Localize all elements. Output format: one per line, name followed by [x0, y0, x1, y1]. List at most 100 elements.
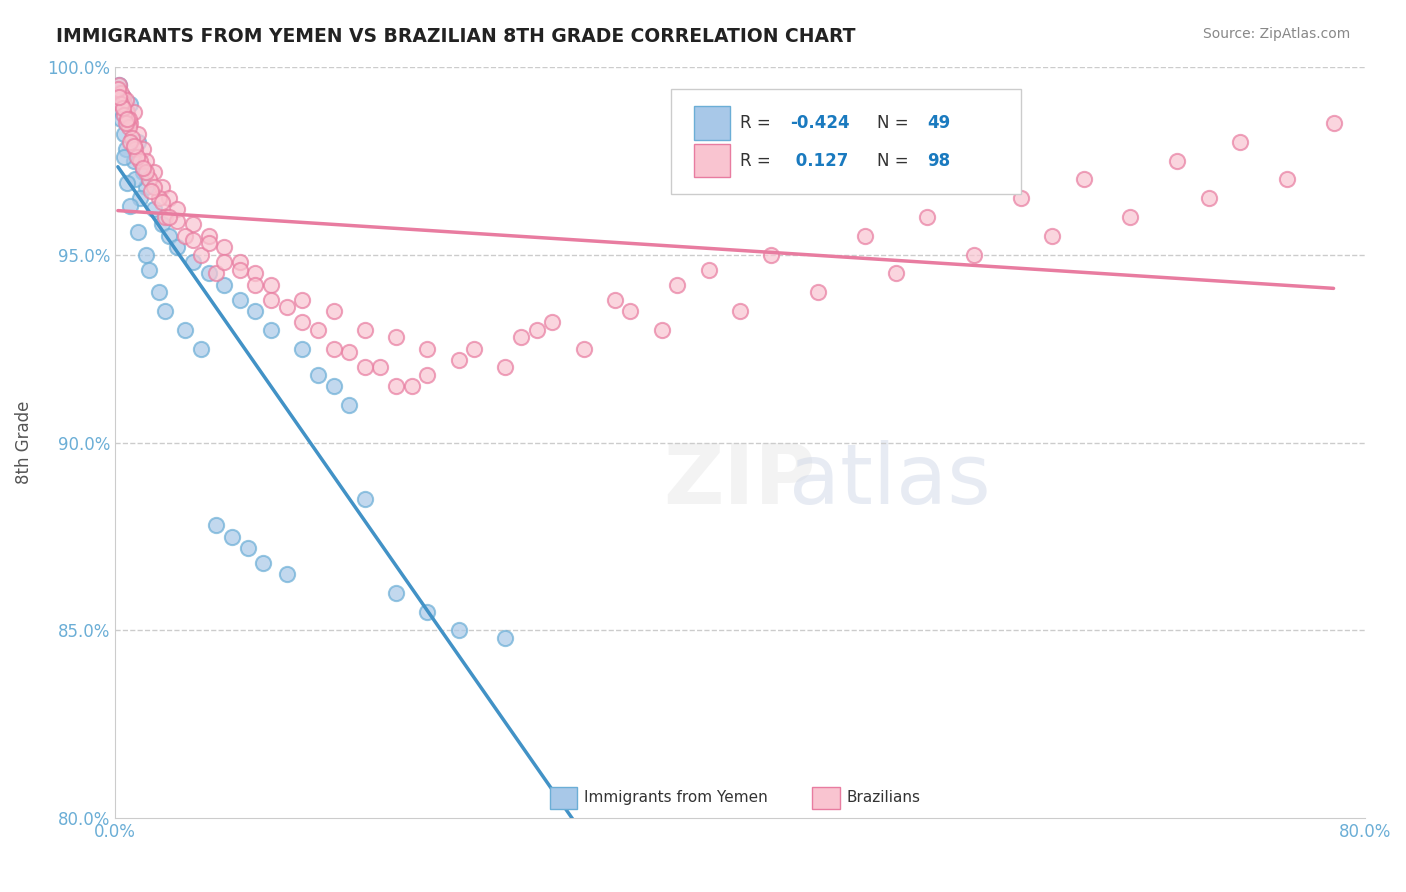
Point — [322, 342, 344, 356]
Point — [135, 247, 157, 261]
Point — [759, 247, 782, 261]
Text: R =: R = — [740, 114, 776, 132]
Point — [1166, 153, 1188, 168]
FancyBboxPatch shape — [671, 89, 1021, 194]
Text: N =: N = — [877, 114, 914, 132]
Point — [1229, 135, 1251, 149]
Y-axis label: 8th Grade: 8th Grade — [15, 401, 32, 484]
Point — [112, 128, 135, 142]
Point — [135, 165, 157, 179]
Point — [138, 172, 160, 186]
Point — [108, 78, 131, 93]
Point — [447, 352, 470, 367]
Point — [1073, 172, 1095, 186]
Point — [122, 104, 145, 119]
Point — [370, 360, 392, 375]
Point — [120, 97, 142, 112]
Text: 98: 98 — [928, 152, 950, 169]
Point — [190, 342, 212, 356]
Point — [150, 218, 173, 232]
Point — [385, 379, 408, 393]
Point — [197, 236, 219, 251]
Point — [139, 184, 162, 198]
Point — [132, 142, 155, 156]
Point — [114, 116, 136, 130]
Point — [307, 368, 329, 382]
Point — [128, 191, 150, 205]
Point — [181, 233, 204, 247]
Point — [110, 97, 132, 112]
Point — [541, 315, 564, 329]
Point — [572, 342, 595, 356]
Point — [1119, 210, 1142, 224]
Point — [884, 266, 907, 280]
Point — [114, 142, 136, 156]
Point — [205, 266, 228, 280]
Point — [181, 218, 204, 232]
Point — [127, 225, 149, 239]
Text: ZIP: ZIP — [664, 440, 815, 521]
Point — [221, 529, 243, 543]
FancyBboxPatch shape — [550, 787, 578, 809]
Point — [148, 191, 170, 205]
Point — [291, 293, 314, 307]
Point — [112, 150, 135, 164]
Point — [494, 360, 516, 375]
Point — [353, 323, 375, 337]
Point — [963, 247, 986, 261]
Point — [135, 153, 157, 168]
FancyBboxPatch shape — [813, 787, 839, 809]
Point — [117, 112, 139, 127]
Point — [651, 323, 673, 337]
Point — [120, 199, 142, 213]
Point — [118, 112, 141, 127]
Point — [132, 165, 155, 179]
Point — [229, 262, 252, 277]
Point — [110, 86, 132, 100]
Point — [110, 104, 132, 119]
Point — [853, 228, 876, 243]
Point — [150, 194, 173, 209]
Point — [153, 210, 176, 224]
Point — [447, 624, 470, 638]
Point — [166, 240, 188, 254]
Point — [127, 128, 149, 142]
Point — [117, 176, 139, 190]
FancyBboxPatch shape — [693, 106, 730, 139]
Point — [463, 342, 485, 356]
Point — [353, 360, 375, 375]
Point — [138, 262, 160, 277]
Point — [385, 586, 408, 600]
Point — [132, 161, 155, 175]
Point — [416, 605, 439, 619]
Point — [181, 255, 204, 269]
Point — [128, 153, 150, 168]
FancyBboxPatch shape — [693, 144, 730, 178]
Point — [337, 345, 360, 359]
Point — [212, 255, 235, 269]
Point — [494, 631, 516, 645]
Point — [107, 86, 129, 100]
Point — [148, 285, 170, 300]
Point — [401, 379, 423, 393]
Point — [159, 228, 181, 243]
Point — [205, 518, 228, 533]
Point — [697, 262, 720, 277]
Point — [619, 304, 641, 318]
Point — [212, 240, 235, 254]
Point — [1322, 116, 1344, 130]
Point — [245, 304, 267, 318]
Point — [142, 180, 165, 194]
Point — [114, 94, 136, 108]
Point — [159, 210, 181, 224]
Point — [159, 191, 181, 205]
Point — [322, 379, 344, 393]
Point — [291, 342, 314, 356]
Point — [322, 304, 344, 318]
Point — [124, 172, 146, 186]
Point — [245, 266, 267, 280]
Point — [603, 293, 626, 307]
Point — [111, 89, 134, 103]
Text: atlas: atlas — [789, 440, 991, 521]
Point — [260, 323, 283, 337]
